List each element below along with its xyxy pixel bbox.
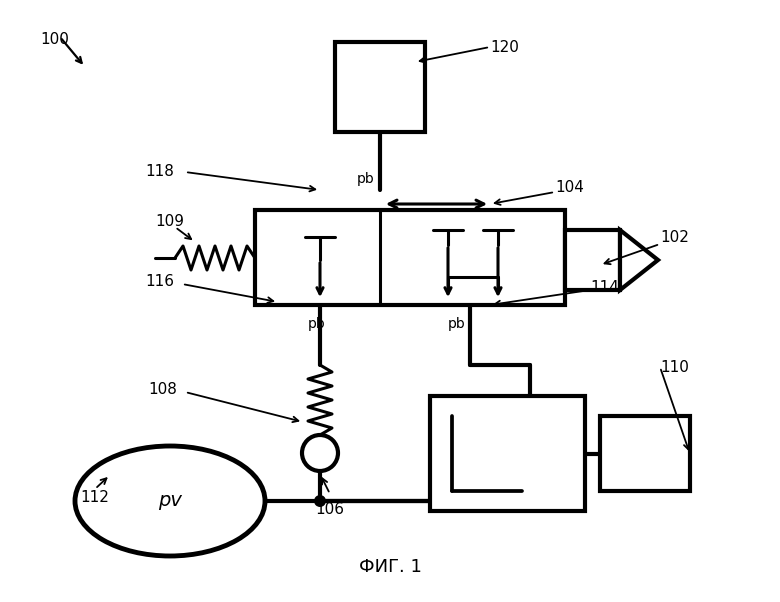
- Polygon shape: [620, 230, 658, 290]
- Bar: [600, 416, 690, 491]
- Text: 114: 114: [590, 279, 619, 294]
- Text: pb: pb: [448, 317, 466, 331]
- Bar: [565, 230, 620, 290]
- Bar: [335, 42, 425, 132]
- Circle shape: [314, 495, 326, 507]
- Text: pb: pb: [357, 172, 374, 186]
- Text: pv: pv: [158, 491, 182, 510]
- Text: 106: 106: [315, 502, 345, 517]
- Text: 112: 112: [80, 489, 109, 504]
- Bar: [255, 210, 565, 305]
- Text: 116: 116: [145, 275, 174, 290]
- Text: 110: 110: [660, 359, 689, 374]
- Text: 102: 102: [660, 229, 689, 244]
- Text: 118: 118: [145, 164, 174, 179]
- Text: ФИГ. 1: ФИГ. 1: [359, 558, 421, 576]
- Text: 108: 108: [148, 382, 177, 397]
- Text: 120: 120: [490, 40, 519, 55]
- Text: 104: 104: [555, 179, 584, 194]
- Bar: [430, 396, 585, 511]
- Text: 109: 109: [155, 214, 184, 229]
- Text: pb: pb: [308, 317, 326, 331]
- Text: 100: 100: [40, 32, 69, 47]
